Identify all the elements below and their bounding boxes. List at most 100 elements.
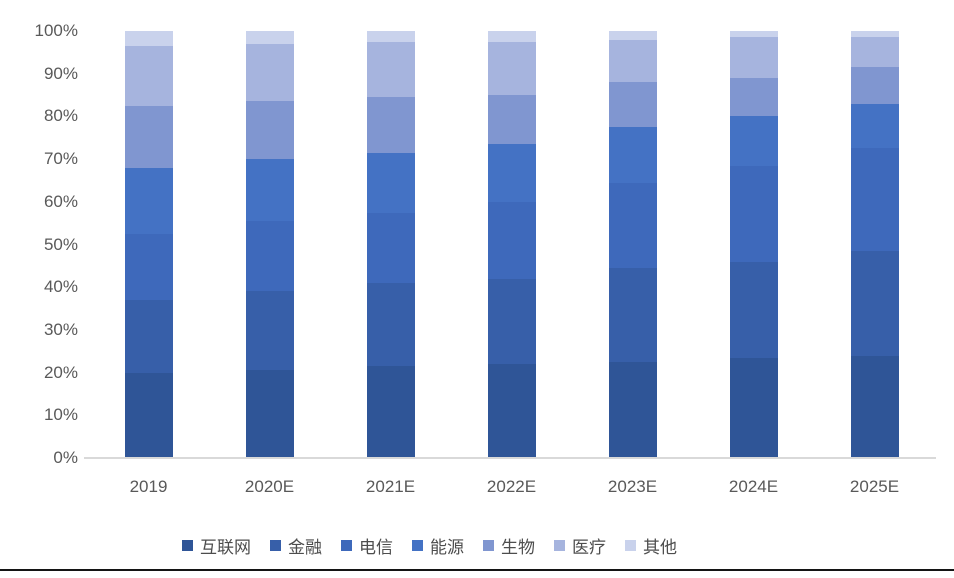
bar-segment-other (124, 31, 173, 47)
bar-2025e (850, 31, 899, 458)
legend-swatch-other (625, 540, 636, 551)
legend-label-finance: 金融 (288, 538, 322, 557)
bar-segment-energy (245, 159, 294, 222)
y-tick-label: 40% (43, 277, 78, 297)
bar-slot-2019 (88, 31, 209, 458)
bar-segment-biotech (124, 105, 173, 168)
bar-2022e (487, 31, 536, 458)
bar-segment-telecom (124, 233, 173, 301)
bar-segment-medical (487, 41, 536, 96)
bar-slot-2025e (814, 31, 935, 458)
bar-segment-other (850, 31, 899, 38)
bar-segment-internet (124, 372, 173, 458)
bar-segment-internet (487, 364, 536, 458)
bar-2019 (124, 31, 173, 458)
bar-segment-finance (608, 268, 657, 362)
bar-slot-2023e (572, 31, 693, 458)
legend: 互联网 金融 电信 能源 生物 医疗 其他 (0, 533, 954, 558)
legend-item-telecom: 电信 (341, 533, 393, 558)
legend-swatch-biotech (483, 540, 494, 551)
bar-segment-telecom (366, 212, 415, 283)
legend-swatch-finance (270, 540, 281, 551)
bar-segment-internet (366, 366, 415, 458)
legend-item-finance: 金融 (270, 533, 322, 558)
bar-segment-medical (124, 46, 173, 106)
bar-segment-internet (608, 361, 657, 458)
bar-segment-energy (124, 167, 173, 234)
bar-segment-medical (729, 37, 778, 79)
bar-segment-finance (124, 300, 173, 373)
bar-segment-medical (245, 43, 294, 102)
bar-segment-energy (850, 103, 899, 149)
y-tick-label: 100% (34, 21, 78, 40)
legend-label-medical: 医疗 (572, 538, 606, 557)
legend-item-medical: 医疗 (554, 533, 606, 558)
legend-label-other: 其他 (643, 538, 677, 557)
x-tick-label-2024e: 2024E (728, 477, 779, 496)
y-tick-label: 30% (43, 319, 78, 339)
x-tick-label-2019: 2019 (129, 477, 168, 496)
bar-segment-finance (487, 278, 536, 365)
x-tick-label-2021e: 2021E (365, 477, 416, 496)
legend-item-internet: 互联网 (182, 533, 251, 558)
bar-segment-finance (245, 291, 294, 371)
legend-label-telecom: 电信 (359, 538, 393, 557)
legend-label-energy: 能源 (430, 538, 464, 557)
legend-swatch-internet (182, 540, 193, 551)
bar-slot-2020e (209, 31, 330, 458)
bar-segment-telecom (729, 165, 778, 262)
bar-segment-medical (608, 39, 657, 83)
legend-swatch-telecom (341, 540, 352, 551)
legend-swatch-energy (412, 540, 423, 551)
x-tick-label-2025e: 2025E (849, 477, 900, 496)
bar-segment-medical (850, 37, 899, 68)
y-axis: 100% 90% 80% 70% 60% 50% 40% 30% 20% 10% 0% (0, 21, 78, 467)
legend-item-other: 其他 (625, 533, 677, 558)
bar-segment-finance (366, 282, 415, 367)
legend-label-internet: 互联网 (200, 538, 251, 557)
bar-segment-energy (487, 144, 536, 202)
legend-item-biotech: 生物 (483, 533, 535, 558)
bar-2024e (729, 31, 778, 458)
bar-segment-medical (366, 41, 415, 98)
bar-segment-finance (729, 261, 778, 358)
x-tick-label-2023e: 2023E (607, 477, 658, 496)
y-tick-label: 50% (43, 234, 78, 254)
bar-segment-biotech (729, 78, 778, 117)
bottom-divider-line (0, 569, 954, 571)
x-tick-label-2022e: 2022E (486, 477, 537, 496)
legend-label-biotech: 生物 (501, 538, 535, 557)
x-axis: 2019 2020E 2021E 2022E 2023E 2024E 2025E (88, 477, 935, 497)
bar-segment-biotech (850, 67, 899, 104)
bar-segment-other (487, 31, 536, 42)
bar-segment-internet (729, 357, 778, 458)
legend-swatch-medical (554, 540, 565, 551)
bar-segment-biotech (608, 82, 657, 128)
x-tick-label-2020e: 2020E (244, 477, 295, 496)
y-tick-label: 90% (43, 63, 78, 83)
x-axis-baseline (84, 457, 936, 459)
bar-segment-other (245, 31, 294, 44)
bar-slot-2022e (451, 31, 572, 458)
bar-2023e (608, 31, 657, 458)
y-tick-label: 80% (43, 106, 78, 126)
bar-segment-energy (729, 116, 778, 166)
bar-slot-2024e (693, 31, 814, 458)
y-tick-label: 70% (43, 149, 78, 169)
bar-segment-telecom (850, 148, 899, 251)
bar-segment-telecom (487, 201, 536, 279)
bar-segment-other (608, 31, 657, 40)
y-tick-label: 60% (43, 191, 78, 211)
bar-segment-other (729, 31, 778, 38)
bar-segment-internet (850, 355, 899, 458)
y-tick-label: 20% (43, 362, 78, 382)
bar-segment-internet (245, 370, 294, 458)
bar-segment-biotech (245, 101, 294, 160)
bar-slot-2021e (330, 31, 451, 458)
bar-2021e (366, 31, 415, 458)
y-tick-label: 10% (43, 405, 78, 425)
bar-segment-telecom (245, 221, 294, 292)
bar-segment-biotech (366, 97, 415, 153)
bar-2020e (245, 31, 294, 458)
bar-segment-energy (608, 127, 657, 183)
